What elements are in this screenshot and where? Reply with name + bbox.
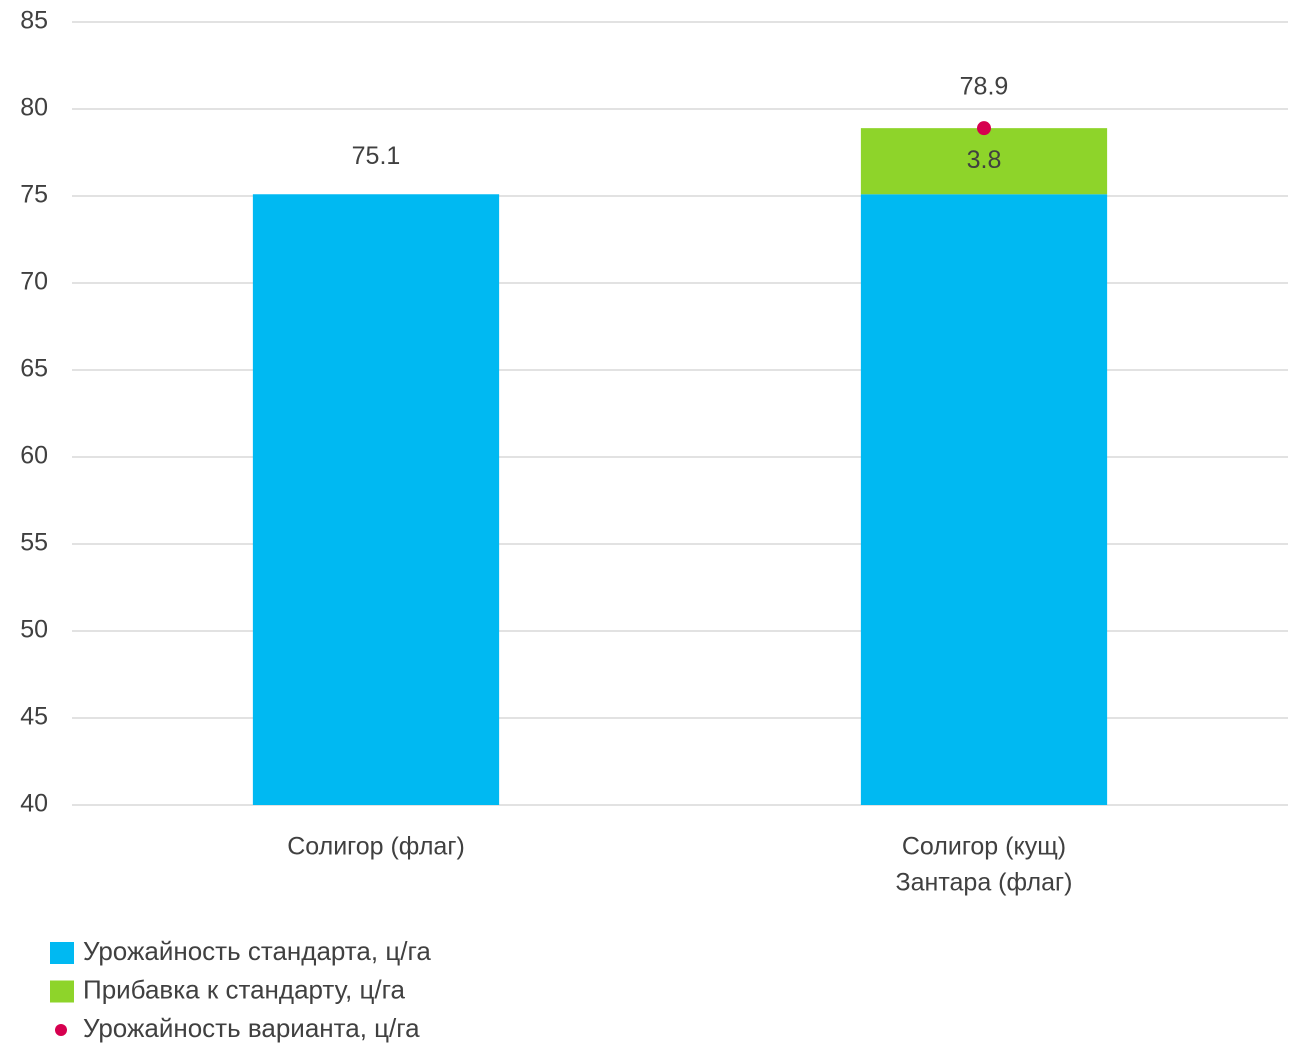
bar [860, 194, 1108, 805]
bar [860, 128, 1108, 195]
legend-marker [50, 980, 74, 1003]
legend-label: Урожайность варианта, ц/га [83, 1013, 420, 1043]
data-label: 78.9 [960, 73, 1009, 101]
y-tick-label: 80 [20, 94, 48, 122]
legend-label: Урожайность стандарта, ц/га [83, 936, 431, 966]
data-label: 75.1 [352, 142, 401, 170]
y-tick-label: 40 [20, 790, 48, 818]
x-tick-label: Солигор (флаг) [287, 833, 465, 861]
y-tick-label: 55 [20, 529, 48, 557]
data-label: 3.8 [967, 146, 1002, 174]
y-tick-label: 45 [20, 703, 48, 731]
legend-marker [50, 942, 74, 964]
y-tick-label: 50 [20, 616, 48, 644]
point [977, 121, 991, 136]
y-tick-label: 65 [20, 355, 48, 383]
y-tick-label: 75 [20, 181, 48, 209]
y-tick-label: 60 [20, 442, 48, 470]
y-tick-label: 85 [20, 7, 48, 35]
x-tick-label: Солигор (кущ) [902, 833, 1066, 861]
x-tick-label: Зантара (флаг) [896, 869, 1073, 897]
legend-label: Прибавка к стандарту, ц/га [83, 974, 405, 1004]
y-tick-label: 70 [20, 268, 48, 296]
bar [252, 194, 500, 805]
legend-marker [55, 1024, 67, 1036]
